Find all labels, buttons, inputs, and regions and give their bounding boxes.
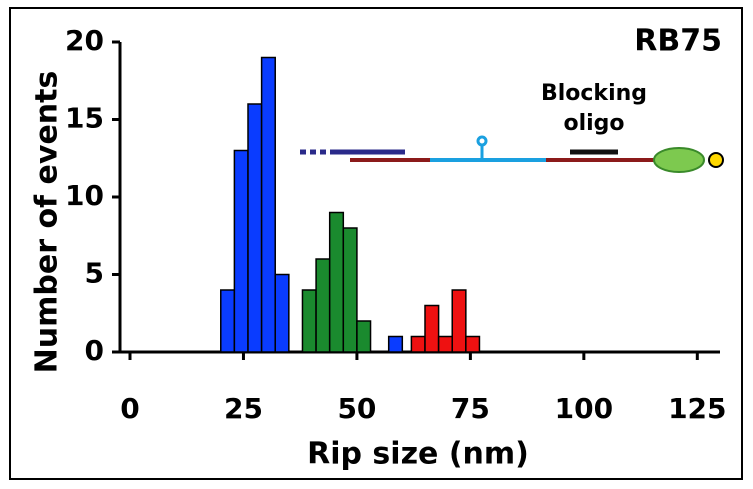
bar <box>356 320 372 353</box>
bar <box>301 289 317 353</box>
y-axis-label: Number of events <box>30 71 65 374</box>
x-tick-label: 0 <box>120 392 139 425</box>
annotation: oligo <box>563 111 624 136</box>
x-tick-label: 25 <box>224 392 263 425</box>
x-tick-label: 75 <box>451 392 490 425</box>
bar <box>451 289 467 353</box>
y-tick-label: 20 <box>65 24 104 57</box>
annotation: Blocking <box>541 81 647 106</box>
y-tick-label: 10 <box>65 179 104 212</box>
x-tick-label: 50 <box>337 392 376 425</box>
bar <box>274 273 290 353</box>
frame <box>9 7 743 480</box>
bar <box>424 304 440 353</box>
bar <box>410 335 426 353</box>
x-axis-label: Rip size (nm) <box>307 437 529 472</box>
y-tick-label: 0 <box>85 334 104 367</box>
y-tick-label: 15 <box>65 102 104 135</box>
bar <box>260 56 276 353</box>
y-tick-label: 5 <box>85 257 104 290</box>
bar <box>247 103 263 353</box>
bar <box>437 335 453 353</box>
bar <box>233 149 249 353</box>
bar <box>387 335 404 353</box>
x-tick-label: 100 <box>555 392 613 425</box>
x-tick-label: 125 <box>668 392 726 425</box>
bar <box>342 227 358 353</box>
bar <box>465 335 481 353</box>
schematic <box>300 135 724 173</box>
bar <box>315 258 331 353</box>
bar <box>220 289 236 353</box>
bar <box>328 211 345 353</box>
annotation: RB75 <box>634 24 722 59</box>
